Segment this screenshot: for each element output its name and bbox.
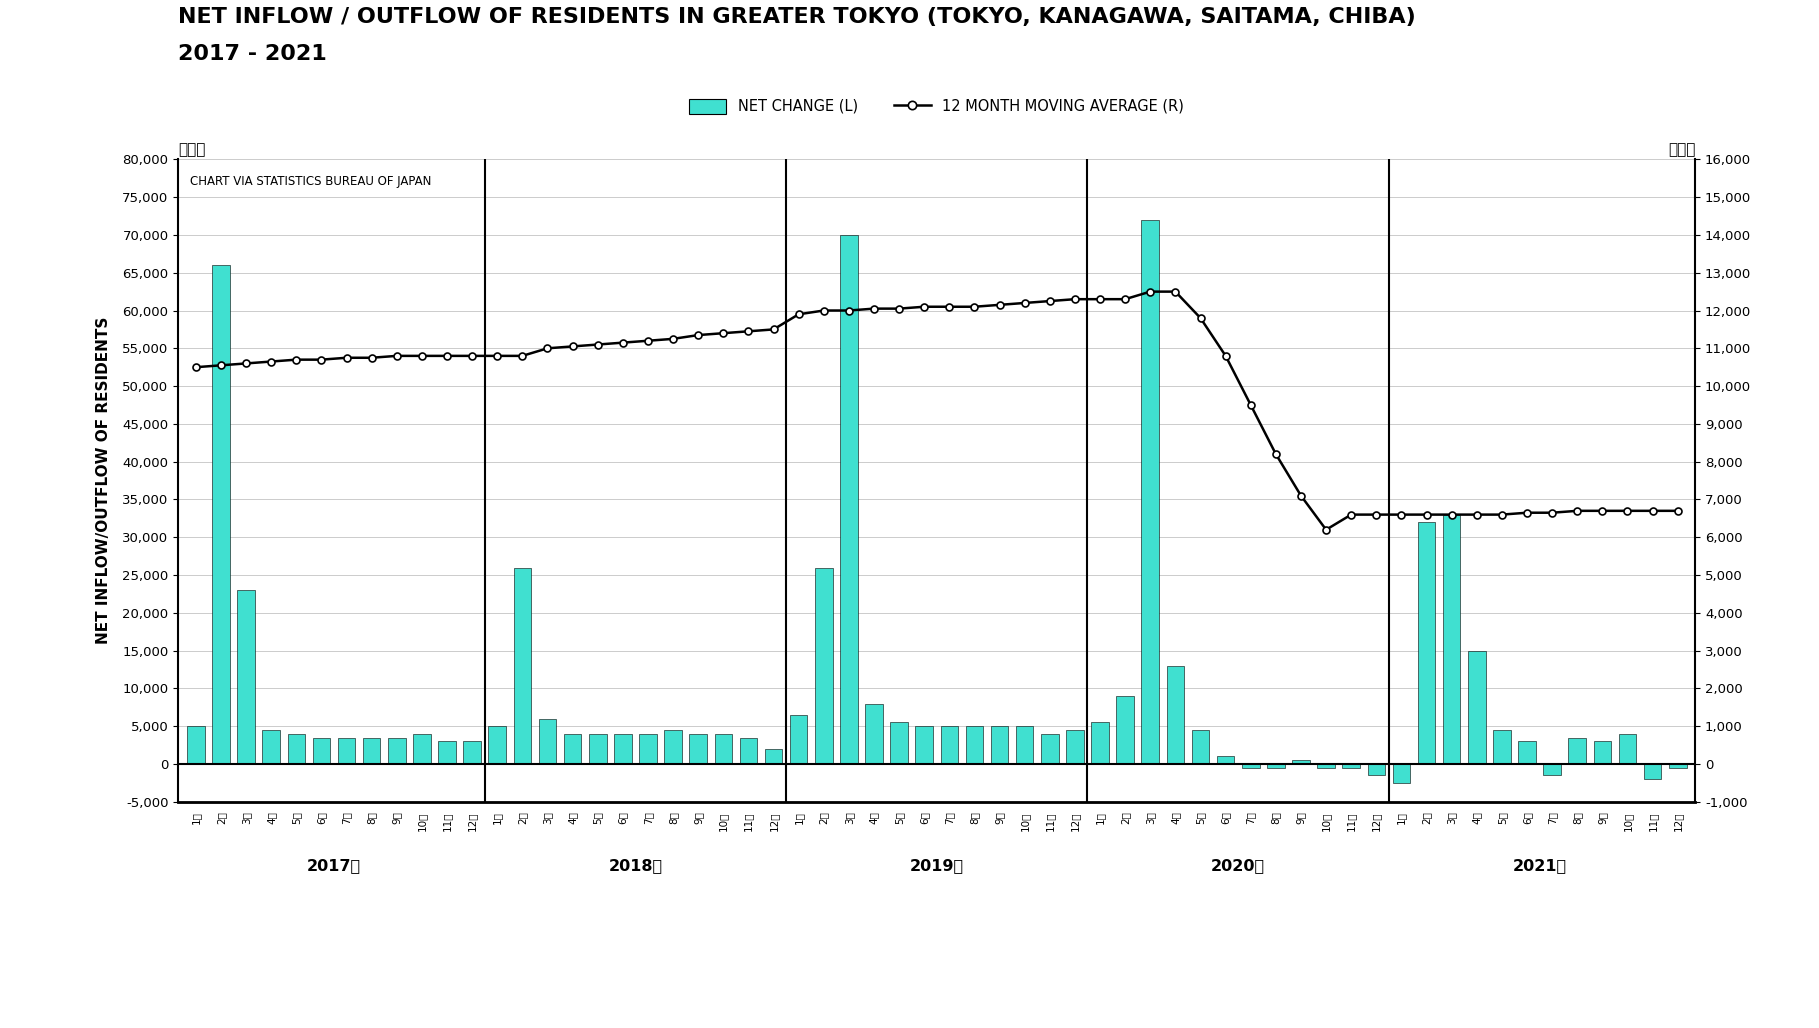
Bar <box>940 726 959 764</box>
Bar <box>1543 764 1561 775</box>
Bar <box>464 741 480 764</box>
Text: 2020年: 2020年 <box>1211 858 1266 874</box>
Bar <box>287 734 306 764</box>
Bar <box>1417 522 1435 764</box>
Bar <box>1117 696 1133 764</box>
Bar <box>615 734 631 764</box>
Bar <box>489 726 506 764</box>
Bar <box>1493 730 1512 764</box>
Bar <box>362 738 380 764</box>
Bar <box>236 590 255 764</box>
Bar <box>1317 764 1335 768</box>
Text: （人）: （人） <box>178 143 206 157</box>
Text: NET INFLOW / OUTFLOW OF RESIDENTS IN GREATER TOKYO (TOKYO, KANAGAWA, SAITAMA, CH: NET INFLOW / OUTFLOW OF RESIDENTS IN GRE… <box>178 7 1415 27</box>
Bar <box>1242 764 1259 768</box>
Bar <box>538 719 557 764</box>
Bar <box>1268 764 1284 768</box>
Bar <box>1368 764 1384 775</box>
Bar <box>664 730 682 764</box>
Bar <box>1015 726 1033 764</box>
Bar <box>1217 757 1235 764</box>
Text: （人）: （人） <box>1668 143 1695 157</box>
Bar <box>1142 220 1159 764</box>
Bar <box>638 734 657 764</box>
Bar <box>1593 741 1612 764</box>
Bar <box>764 749 782 764</box>
Text: 2021年: 2021年 <box>1513 858 1566 874</box>
Bar <box>889 723 908 764</box>
Bar <box>1166 666 1184 764</box>
Text: CHART VIA STATISTICS BUREAU OF JAPAN: CHART VIA STATISTICS BUREAU OF JAPAN <box>191 176 431 188</box>
Bar <box>915 726 933 764</box>
Bar <box>338 738 355 764</box>
Bar <box>1291 761 1310 764</box>
Bar <box>1568 738 1586 764</box>
Text: 2018年: 2018年 <box>608 858 662 874</box>
Bar <box>715 734 731 764</box>
Bar <box>1468 651 1486 764</box>
Bar <box>689 734 708 764</box>
Text: 2017 - 2021: 2017 - 2021 <box>178 44 327 64</box>
Bar <box>187 726 204 764</box>
Bar <box>564 734 582 764</box>
Bar <box>815 567 833 764</box>
Bar <box>1442 515 1461 764</box>
Bar <box>866 703 882 764</box>
Bar <box>1644 764 1661 779</box>
Bar <box>1670 764 1686 768</box>
Bar <box>213 265 229 764</box>
Bar <box>840 235 859 764</box>
Bar <box>740 738 757 764</box>
Bar <box>1519 741 1535 764</box>
Bar <box>1393 764 1410 783</box>
Bar <box>589 734 606 764</box>
Bar <box>789 714 808 764</box>
Bar <box>1619 734 1637 764</box>
Bar <box>513 567 531 764</box>
Bar <box>1040 734 1059 764</box>
Bar <box>1091 723 1110 764</box>
Bar <box>991 726 1008 764</box>
Bar <box>1191 730 1210 764</box>
Bar <box>313 738 331 764</box>
Bar <box>1066 730 1084 764</box>
Bar <box>438 741 457 764</box>
Y-axis label: NET INFLOW/OUTFLOW OF RESIDENTS: NET INFLOW/OUTFLOW OF RESIDENTS <box>96 317 111 645</box>
Bar <box>413 734 431 764</box>
Bar <box>966 726 984 764</box>
Text: 2019年: 2019年 <box>910 858 964 874</box>
Bar <box>387 738 406 764</box>
Bar <box>1342 764 1361 768</box>
Text: 2017年: 2017年 <box>307 858 360 874</box>
Bar <box>262 730 280 764</box>
Legend: NET CHANGE (L), 12 MONTH MOVING AVERAGE (R): NET CHANGE (L), 12 MONTH MOVING AVERAGE … <box>684 93 1190 120</box>
